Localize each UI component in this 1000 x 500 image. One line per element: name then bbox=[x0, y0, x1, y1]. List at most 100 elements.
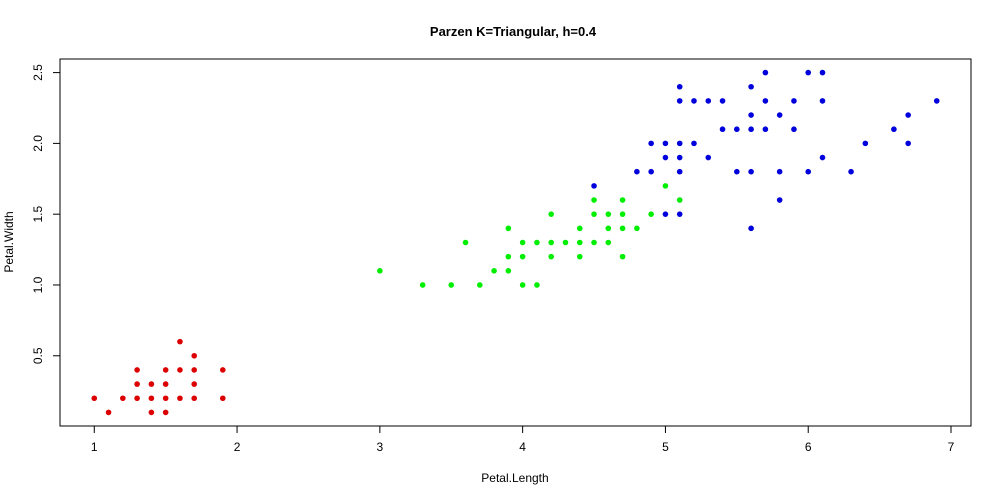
data-point-series-2 bbox=[662, 183, 669, 189]
data-point-series-3 bbox=[933, 98, 940, 104]
data-point-series-3 bbox=[848, 168, 854, 175]
data-point-series-3 bbox=[662, 154, 669, 161]
data-point-series-1 bbox=[219, 395, 226, 402]
y-axis-label: Petal.Width bbox=[2, 211, 16, 272]
x-tick-label: 1 bbox=[91, 440, 98, 454]
data-point-series-3 bbox=[662, 211, 669, 217]
data-point-series-2 bbox=[491, 268, 497, 274]
data-point-series-3 bbox=[676, 168, 683, 175]
data-point-series-3 bbox=[748, 83, 754, 90]
data-point-series-3 bbox=[676, 154, 683, 161]
data-point-series-3 bbox=[805, 168, 812, 175]
data-point-series-2 bbox=[519, 282, 526, 288]
x-tick-label: 4 bbox=[519, 440, 526, 454]
data-point-series-2 bbox=[619, 225, 626, 232]
data-point-series-1 bbox=[191, 352, 198, 359]
data-point-series-2 bbox=[548, 239, 554, 246]
data-point-series-3 bbox=[762, 126, 769, 133]
data-point-series-3 bbox=[734, 168, 740, 175]
data-point-series-1 bbox=[105, 409, 112, 416]
x-tick-label: 6 bbox=[805, 440, 812, 454]
data-point-series-3 bbox=[676, 98, 683, 104]
data-point-series-2 bbox=[634, 225, 640, 232]
data-point-series-3 bbox=[776, 112, 783, 118]
x-tick-label: 5 bbox=[662, 440, 669, 454]
data-point-series-2 bbox=[505, 268, 512, 274]
data-point-series-2 bbox=[505, 225, 512, 232]
data-point-series-1 bbox=[148, 395, 155, 402]
x-axis-label: Petal.Length bbox=[481, 471, 548, 485]
data-point-series-1 bbox=[162, 367, 169, 373]
data-point-series-3 bbox=[819, 154, 826, 161]
data-point-series-1 bbox=[191, 395, 198, 402]
y-tick-label: 1.0 bbox=[31, 276, 45, 293]
x-tick-label: 2 bbox=[234, 440, 241, 454]
data-point-series-2 bbox=[619, 197, 626, 203]
data-point-series-3 bbox=[748, 126, 754, 133]
data-point-series-2 bbox=[576, 253, 583, 260]
data-point-series-1 bbox=[148, 381, 155, 387]
data-point-series-2 bbox=[377, 268, 383, 274]
data-point-series-3 bbox=[905, 112, 911, 118]
data-point-series-3 bbox=[791, 98, 797, 104]
data-point-series-3 bbox=[719, 126, 726, 133]
data-point-series-1 bbox=[177, 367, 183, 373]
data-point-series-3 bbox=[762, 69, 769, 76]
data-point-series-1 bbox=[148, 409, 155, 416]
data-point-series-2 bbox=[605, 211, 612, 217]
data-points bbox=[91, 69, 940, 416]
data-point-series-2 bbox=[591, 211, 597, 217]
data-point-series-2 bbox=[548, 253, 554, 260]
data-point-series-2 bbox=[534, 282, 540, 288]
y-tick-label: 2.0 bbox=[31, 135, 45, 152]
data-point-series-3 bbox=[776, 168, 783, 175]
data-point-series-1 bbox=[191, 381, 198, 387]
data-point-series-2 bbox=[519, 239, 526, 246]
data-point-series-3 bbox=[748, 168, 754, 175]
data-point-series-3 bbox=[748, 225, 754, 232]
data-point-series-2 bbox=[562, 239, 569, 246]
data-point-series-3 bbox=[705, 98, 712, 104]
data-point-series-1 bbox=[162, 381, 169, 387]
data-point-series-3 bbox=[648, 140, 654, 147]
data-point-series-3 bbox=[734, 126, 740, 133]
data-point-series-3 bbox=[591, 183, 597, 189]
data-point-series-3 bbox=[791, 126, 797, 133]
data-point-series-2 bbox=[619, 211, 626, 217]
data-point-series-1 bbox=[162, 409, 169, 416]
x-tick-label: 7 bbox=[948, 440, 955, 454]
data-point-series-2 bbox=[477, 282, 483, 288]
data-point-series-1 bbox=[191, 367, 198, 373]
data-point-series-3 bbox=[705, 154, 712, 161]
data-point-series-1 bbox=[134, 367, 140, 373]
data-point-series-3 bbox=[862, 140, 869, 147]
data-point-series-2 bbox=[419, 282, 426, 288]
data-point-series-2 bbox=[576, 239, 583, 246]
data-point-series-2 bbox=[605, 239, 612, 246]
data-point-series-2 bbox=[619, 253, 626, 260]
data-point-series-3 bbox=[719, 98, 726, 104]
data-point-series-3 bbox=[805, 69, 812, 76]
data-point-series-3 bbox=[634, 168, 640, 175]
x-tick-label: 3 bbox=[377, 440, 384, 454]
data-point-series-3 bbox=[762, 98, 769, 104]
data-point-series-2 bbox=[519, 253, 526, 260]
data-point-series-3 bbox=[691, 140, 697, 147]
data-point-series-3 bbox=[676, 211, 683, 217]
data-point-series-3 bbox=[819, 69, 826, 76]
x-axis: 1 2 3 4 5 6 7 bbox=[91, 425, 955, 454]
data-point-series-2 bbox=[591, 197, 597, 203]
data-point-series-3 bbox=[891, 126, 897, 133]
data-point-series-3 bbox=[676, 140, 683, 147]
data-point-series-1 bbox=[177, 338, 183, 345]
y-tick-label: 2.5 bbox=[31, 64, 45, 81]
data-point-series-3 bbox=[819, 98, 826, 104]
data-point-series-3 bbox=[691, 98, 697, 104]
data-point-series-3 bbox=[748, 112, 754, 118]
data-point-series-1 bbox=[91, 395, 98, 402]
data-point-series-2 bbox=[648, 211, 654, 217]
data-point-series-1 bbox=[162, 395, 169, 402]
data-point-series-3 bbox=[662, 140, 669, 147]
